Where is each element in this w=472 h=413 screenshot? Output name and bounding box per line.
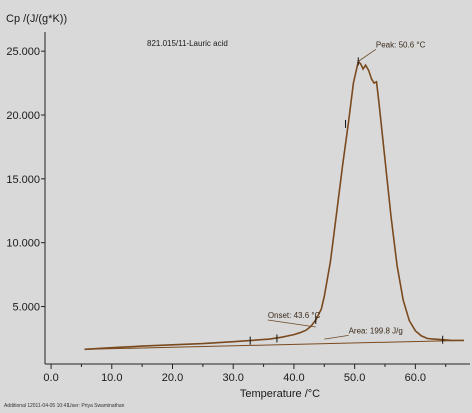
annotation-leader <box>358 48 377 62</box>
axes <box>44 32 470 365</box>
x-tick-label: 0.0 <box>43 372 58 384</box>
x-ticks: 0.0 10.0 20.0 30.0 40.0 50.0 60.0 <box>43 364 447 384</box>
baseline-line <box>84 339 464 350</box>
y-tick-label: 20.000 <box>6 110 40 122</box>
x-tick-label: 20.0 <box>162 372 183 384</box>
y-axis-title: Cp /(J/(g*K)) <box>6 13 67 25</box>
y-tick-label: 10.000 <box>6 238 40 250</box>
annotation-label: Area: 199.8 J/g <box>349 326 403 335</box>
x-tick-label: 10.0 <box>101 372 122 384</box>
y-tick-label: 25.000 <box>6 46 40 58</box>
annotation-leader <box>267 319 316 328</box>
cp-series-line <box>84 59 464 351</box>
y-ticks: 5.000 10.000 15.000 20.000 25.000 <box>6 46 45 314</box>
x-tick-label: 40.0 <box>283 372 304 384</box>
annotation-leader <box>324 334 349 340</box>
x-tick-label: 30.0 <box>223 372 244 384</box>
chart-title: 821.015/11-Lauric acid <box>147 39 228 48</box>
y-tick-label: 5.000 <box>12 302 40 314</box>
footer-label: Additional 1 <box>4 403 30 409</box>
annotation-label: Peak: 50.6 °C <box>376 40 426 49</box>
y-tick-label: 15.000 <box>6 174 40 186</box>
x-tick-label: 60.0 <box>405 372 426 384</box>
x-axis-title: Temperature /°C <box>240 388 320 400</box>
annotation-label: Onset: 43.6 °C <box>268 311 321 320</box>
x-tick-label: 50.0 <box>344 372 365 384</box>
footer-user: User: Priya Swaminathan <box>68 403 125 409</box>
annotations: Peak: 50.6 °C Onset: 43.6 °C Area: 199.8 J… <box>267 40 426 340</box>
footer-timestamp: 2011-04-05 10:41 <box>30 403 69 409</box>
